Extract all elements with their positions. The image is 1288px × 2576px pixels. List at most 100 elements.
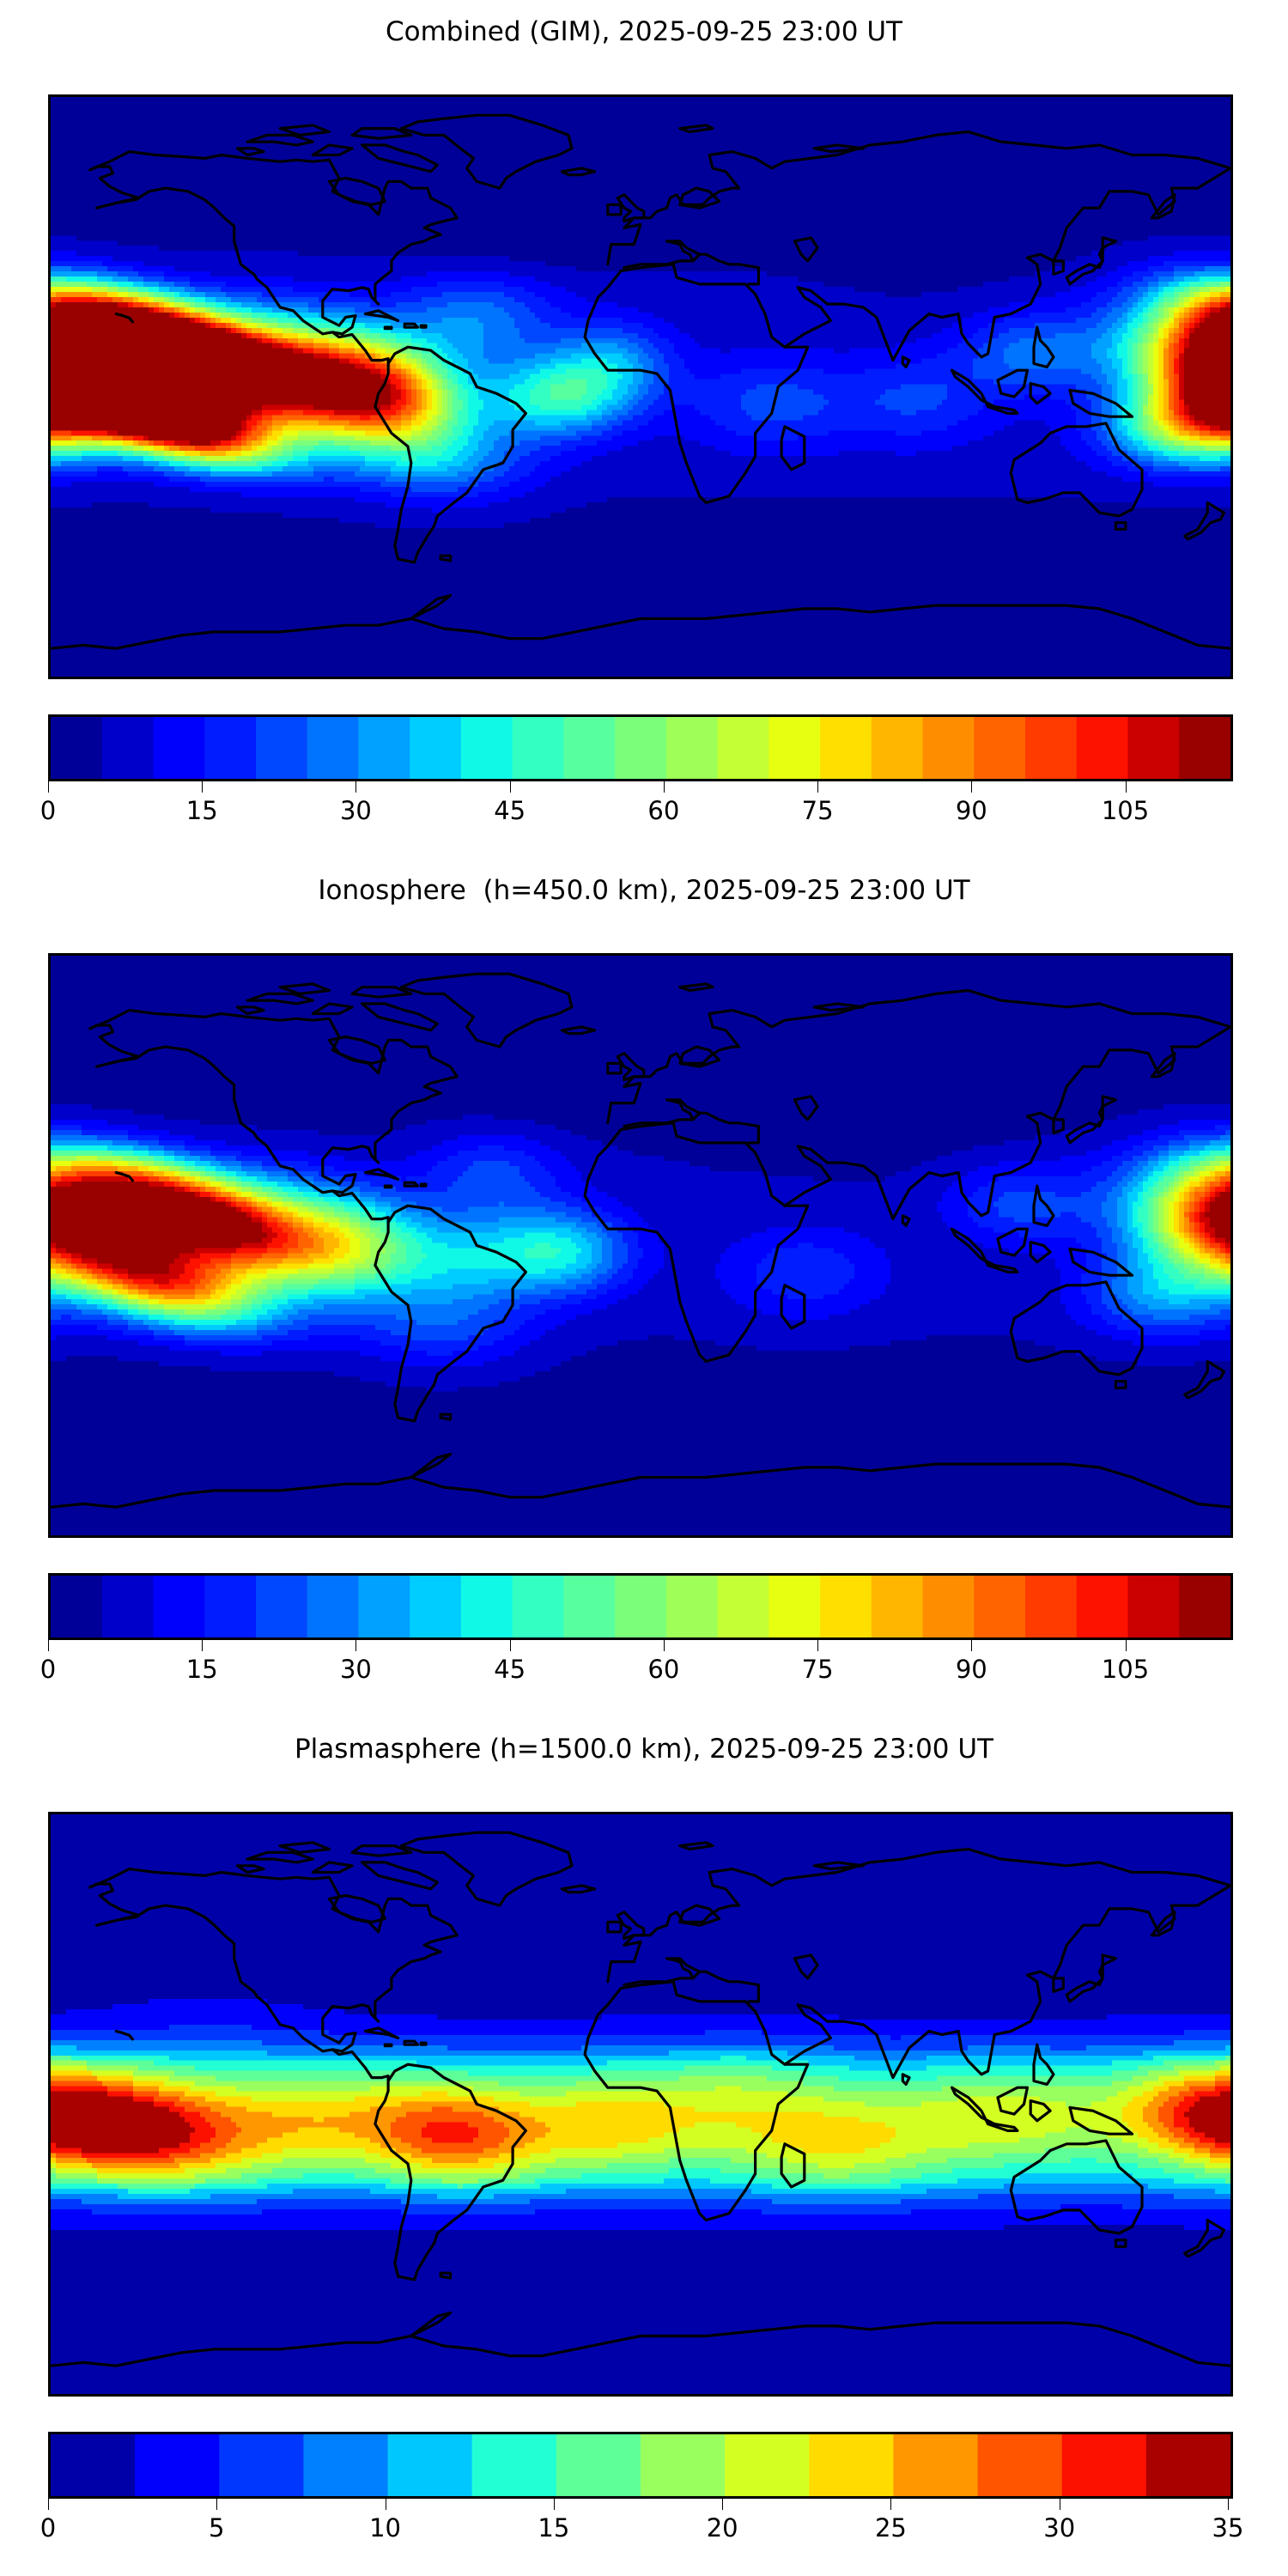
colorbar-tick [355, 1640, 357, 1651]
colorbar-tick [355, 781, 357, 793]
map-ionosphere[interactable] [48, 953, 1233, 1538]
colorbar-band [460, 1576, 513, 1637]
panel-title-combined: Combined (GIM), 2025-09-25 23:00 UT [386, 16, 902, 47]
colorbar-band [51, 2434, 136, 2496]
colorbar-band [977, 2434, 1063, 2496]
colorbar-tick-label: 20 [706, 2513, 738, 2543]
colorbar-band [153, 1576, 206, 1637]
colorbar-band [101, 717, 155, 779]
coastlines [51, 113, 1230, 650]
colorbar-plasmasphere [48, 2432, 1233, 2499]
colorbar-tick [1125, 1640, 1127, 1651]
map-plasmasphere[interactable] [48, 1812, 1233, 2397]
colorbar-ticks-ionosphere: 0 15 30 45 60 75 90 105 [40, 1640, 1228, 1695]
colorbar-tick [971, 781, 973, 793]
colorbar-band [922, 1576, 975, 1637]
colorbar-tick-label: 30 [339, 1655, 372, 1684]
map-combined-gim[interactable] [48, 94, 1233, 679]
colorbar-tick-label: 60 [647, 796, 680, 825]
colorbar-band [717, 1576, 770, 1637]
colorbar-combined [48, 714, 1233, 781]
colorbar-band [1025, 717, 1078, 779]
colorbar-band [1025, 1576, 1078, 1637]
colorbar-tick-label: 105 [1101, 1655, 1150, 1684]
colorbar-band [358, 1576, 410, 1637]
colorbar-band [809, 2434, 895, 2496]
colorbar-band [51, 1576, 103, 1637]
colorbar-band [871, 1576, 924, 1637]
colorbar-band [820, 1576, 872, 1637]
colorbar-tick [1228, 2499, 1229, 2510]
colorbar-tick [216, 2499, 218, 2510]
colorbar-band [893, 2434, 979, 2496]
colorbar-tick-label: 75 [801, 796, 834, 825]
colorbar-tick [202, 781, 204, 793]
colorbar-tick-label: 75 [801, 1655, 834, 1684]
colorbar-tick-label: 30 [1043, 2513, 1076, 2543]
colorbar-ionosphere [48, 1573, 1233, 1640]
colorbar-tick-label: 60 [647, 1655, 680, 1684]
colorbar-band [641, 2434, 726, 2496]
colorbar-tick-label: 15 [538, 2513, 570, 2543]
colorbar-band [769, 1576, 821, 1637]
colorbar-band [563, 1576, 616, 1637]
colorbar-band [512, 1576, 565, 1637]
colorbar-tick-label: 0 [39, 1655, 57, 1684]
colorbar-tick [1125, 781, 1127, 793]
colorbar-band [769, 717, 821, 779]
colorbar-tick [663, 781, 665, 793]
colorbar-tick-label: 0 [39, 796, 57, 825]
colorbar-tick [48, 2499, 49, 2510]
colorbar-tick [509, 1640, 511, 1651]
colorbar-tick-label: 5 [209, 2513, 225, 2543]
colorbar-band [1076, 1576, 1129, 1637]
colorbar-tick-label: 90 [955, 1655, 987, 1684]
colorbar-tick-label: 30 [339, 796, 372, 825]
colorbar-band [307, 717, 360, 779]
colorbar-tick-label: 35 [1212, 2513, 1244, 2543]
colorbar-band [358, 717, 410, 779]
colorbar-tick-label: 15 [185, 1655, 218, 1684]
colorbar-tick [890, 2499, 892, 2510]
colorbar-band [665, 717, 719, 779]
colorbar-tick-label: 90 [955, 796, 987, 825]
colorbar-band [563, 717, 616, 779]
colorbar-band [204, 1576, 257, 1637]
colorbar-band [1127, 1576, 1181, 1637]
colorbar-band [135, 2434, 221, 2496]
colorbar-band [219, 2434, 305, 2496]
colorbar-tick [48, 1640, 49, 1651]
colorbar-band [725, 2434, 811, 2496]
colorbar-band [1145, 2434, 1230, 2496]
colorbar-ticks-plasmasphere: 0 5 10 15 20 25 30 35 [40, 2499, 1243, 2554]
colorbar-band [615, 1576, 667, 1637]
colorbar-band [556, 2434, 641, 2496]
colorbar-band [471, 2434, 557, 2496]
colorbar-tick [509, 781, 511, 793]
colorbar-band [153, 717, 206, 779]
colorbar-band [307, 1576, 360, 1637]
colorbar-band [1061, 2434, 1147, 2496]
colorbar-band [820, 717, 872, 779]
colorbar-band [665, 1576, 719, 1637]
colorbar-band [974, 1576, 1026, 1637]
coastlines [51, 972, 1230, 1509]
colorbar-band [1179, 1576, 1230, 1637]
panel-title-plasmasphere: Plasmasphere (h=1500.0 km), 2025-09-25 2… [294, 1734, 993, 1765]
colorbar-band [303, 2434, 389, 2496]
colorbar-band [51, 717, 103, 779]
colorbar-tick [817, 1640, 819, 1651]
colorbar-band [1127, 717, 1181, 779]
colorbar-band [871, 717, 924, 779]
colorbar-tick-label: 15 [185, 796, 218, 825]
colorbar-band [512, 717, 565, 779]
colorbar-tick [48, 781, 49, 793]
colorbar-tick-label: 0 [39, 2513, 57, 2543]
coastlines [51, 1831, 1230, 2367]
colorbar-band [410, 717, 462, 779]
colorbar-tick [663, 1640, 665, 1651]
colorbar-tick-label: 25 [874, 2513, 907, 2543]
colorbar-band [255, 717, 308, 779]
colorbar-tick-label: 45 [494, 1655, 526, 1684]
